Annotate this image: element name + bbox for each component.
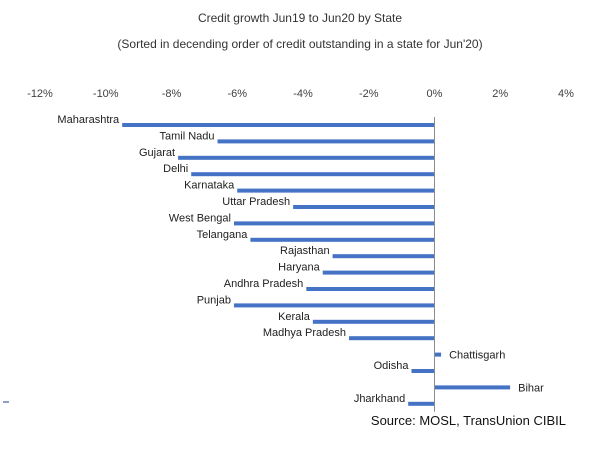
x-tick-label: -4% bbox=[293, 88, 313, 100]
category-label: Maharashtra bbox=[57, 114, 120, 126]
category-label: Karnataka bbox=[184, 180, 235, 192]
bar bbox=[306, 287, 435, 291]
bar bbox=[434, 352, 442, 357]
x-tick-label: -2% bbox=[359, 88, 379, 100]
bar bbox=[178, 155, 435, 160]
x-tick-label: 4% bbox=[558, 88, 574, 100]
source-note: Source: MOSL, TransUnion CIBIL bbox=[371, 413, 566, 428]
bar bbox=[293, 205, 435, 209]
category-label: Rajasthan bbox=[280, 245, 330, 257]
bar bbox=[250, 237, 435, 242]
bar bbox=[237, 188, 435, 193]
category-label: Punjab bbox=[197, 294, 231, 306]
category-labels: Maharashtra Tamil Nadu Gujarat Delhi Karnata… bbox=[57, 114, 544, 405]
bar bbox=[233, 221, 435, 226]
category-label: Jharkhand bbox=[354, 393, 405, 405]
bar bbox=[408, 401, 435, 406]
category-label: Uttar Pradesh bbox=[222, 196, 290, 208]
category-label: Kerala bbox=[278, 311, 311, 323]
category-label: Madhya Pradesh bbox=[263, 327, 346, 339]
category-label: Telangana bbox=[197, 229, 249, 241]
bar bbox=[322, 270, 435, 275]
category-label: Andhra Pradesh bbox=[224, 278, 304, 290]
x-tick-label: -6% bbox=[227, 88, 247, 100]
chart-subtitle: (Sorted in decending order of credit out… bbox=[117, 37, 482, 51]
category-label: West Bengal bbox=[169, 212, 231, 224]
category-label: Haryana bbox=[278, 262, 320, 274]
bar bbox=[217, 139, 435, 144]
category-label: Tamil Nadu bbox=[159, 130, 214, 142]
category-label: Bihar bbox=[518, 382, 544, 394]
category-label: Odisha bbox=[374, 360, 410, 372]
bars bbox=[122, 123, 511, 406]
chart-title: Credit growth Jun19 to Jun20 by State bbox=[198, 11, 402, 25]
x-tick-label: -8% bbox=[162, 88, 182, 100]
category-label: Delhi bbox=[163, 163, 188, 175]
bar bbox=[349, 336, 435, 341]
x-axis-ticks: -12% -10% -8% -6% -4% -2% 0% 2% 4% bbox=[27, 88, 574, 100]
x-tick-label: 0% bbox=[427, 88, 443, 100]
bar bbox=[434, 385, 511, 390]
x-tick-label: 2% bbox=[492, 88, 508, 100]
x-tick-label: -12% bbox=[27, 88, 53, 100]
x-tick-label: -10% bbox=[93, 88, 119, 100]
bar bbox=[312, 319, 435, 324]
bar bbox=[122, 123, 435, 127]
bar bbox=[233, 303, 435, 308]
category-label: Chattisgarh bbox=[449, 350, 505, 362]
bar bbox=[411, 369, 435, 373]
bar bbox=[332, 254, 435, 259]
bar bbox=[191, 172, 435, 177]
category-label: Gujarat bbox=[139, 147, 175, 159]
